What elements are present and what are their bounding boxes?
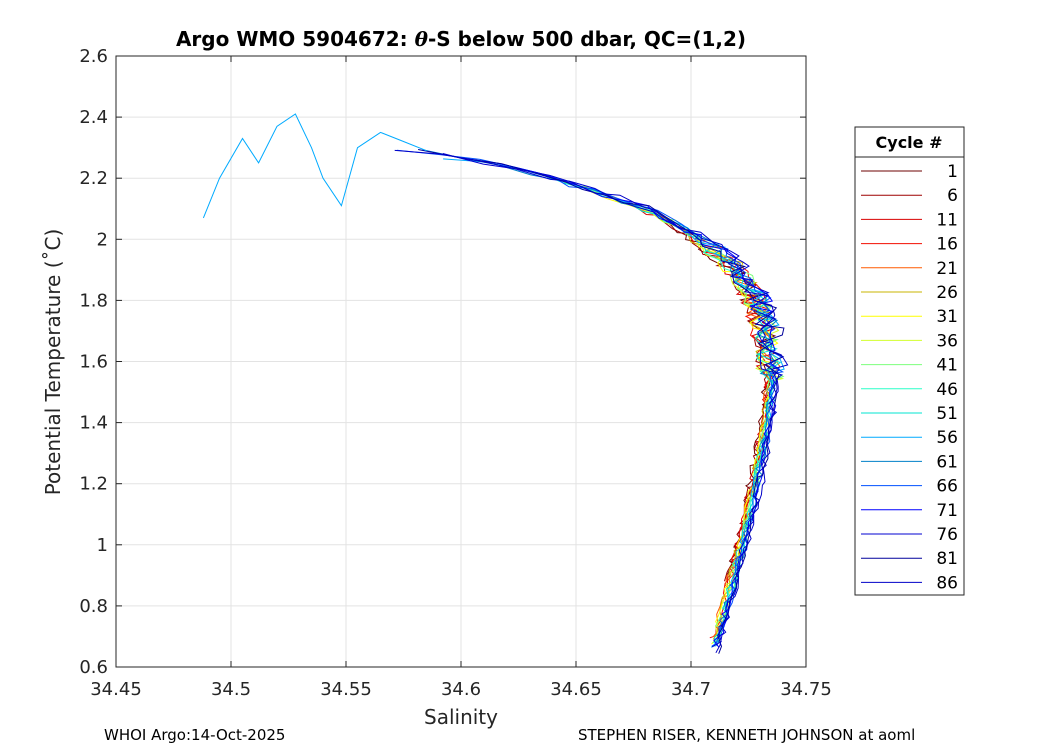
profile-line-cycle-86 [394,149,789,654]
y-axis-label: Potential Temperature (˚C) [41,229,65,496]
profile-lines [202,113,789,654]
y-tick-label: 0.6 [79,657,108,678]
legend-label-cycle-81: 81 [936,549,958,569]
y-tick-label: 2.6 [79,46,108,67]
profile-line-cycle-61 [422,149,779,647]
y-tick-label: 1.8 [79,290,108,311]
profile-line-cycle-16 [622,200,777,639]
profile-line-cycle-71 [462,158,780,648]
legend-label-cycle-71: 71 [936,501,958,521]
x-tick-label: 34.75 [780,679,832,700]
y-tick-label: 0.8 [79,596,108,617]
y-tick-label: 2.4 [79,107,108,128]
legend: Cycle # 16111621263136414651566166717681… [854,126,965,596]
legend-label-cycle-76: 76 [936,525,958,545]
profile-line-cycle-21 [616,198,781,638]
chart-title-theta: θ [415,27,429,51]
chart-title-prefix: Argo WMO 5904672: [176,27,415,51]
legend-label-cycle-11: 11 [936,210,958,230]
profile-line-cycle-51 [538,172,782,647]
profile-line-cycle-46 [555,176,781,644]
legend-label-cycle-86: 86 [936,573,958,593]
legend-label-cycle-41: 41 [936,356,958,376]
x-tick-label: 34.5 [211,679,251,700]
y-tick-label: 1.4 [79,413,108,434]
profile-line-cycle-81 [418,149,785,654]
y-tick-label: 2.2 [79,168,108,189]
legend-label-cycle-1: 1 [947,162,958,182]
y-tick-label: 1 [97,535,108,556]
x-tick-label: 34.55 [320,679,372,700]
profile-line-cycle-36 [581,184,785,643]
legend-label-cycle-6: 6 [947,186,958,206]
profile-line-cycle-41 [563,181,785,644]
footer-right-text: STEPHEN RISER, KENNETH JOHNSON at aoml [578,726,916,744]
grid-lines [115,55,807,668]
legend-box [854,126,965,596]
footer-left-text: WHOI Argo:14-Oct-2025 [104,726,286,744]
legend-label-cycle-56: 56 [936,428,958,448]
y-tick-label: 1.6 [79,352,108,373]
axis-ticks: 34.45 34.5 34.55 34.6 34.65 34.7 34.75 0.6 0.8 1 1… [79,46,831,700]
profile-line-cycle-1 [649,211,777,575]
profile-line-cycle-26 [603,192,773,640]
legend-label-cycle-31: 31 [936,307,958,327]
legend-label-cycle-61: 61 [936,452,958,472]
legend-label-cycle-21: 21 [936,259,958,279]
y-tick-label: 2 [97,229,108,250]
x-tick-label: 34.7 [671,679,711,700]
legend-label-cycle-36: 36 [936,331,958,351]
profile-line-cycle-56 [443,158,785,648]
profile-line-cycle-66 [396,149,785,647]
legend-label-cycle-51: 51 [936,404,958,424]
legend-title: Cycle # [876,133,943,152]
legend-label-cycle-46: 46 [936,380,958,400]
chart-title-suffix: -S below 500 dbar, QC=(1,2) [428,27,746,51]
x-tick-label: 34.6 [441,679,481,700]
x-tick-label: 34.45 [90,679,142,700]
profile-line-cycle-11 [637,208,777,588]
x-tick-label: 34.65 [550,679,602,700]
profile-line-cycle-6 [643,210,782,582]
profile-line-cycle-31 [591,191,779,645]
x-axis-label: Salinity [424,705,498,729]
profile-line-fresh-branch [202,113,427,219]
chart-title: Argo WMO 5904672: θ-S below 500 dbar, QC… [176,27,746,51]
legend-label-cycle-66: 66 [936,477,958,497]
y-tick-label: 1.2 [79,474,108,495]
legend-label-cycle-16: 16 [936,235,958,255]
legend-label-cycle-26: 26 [936,283,958,303]
